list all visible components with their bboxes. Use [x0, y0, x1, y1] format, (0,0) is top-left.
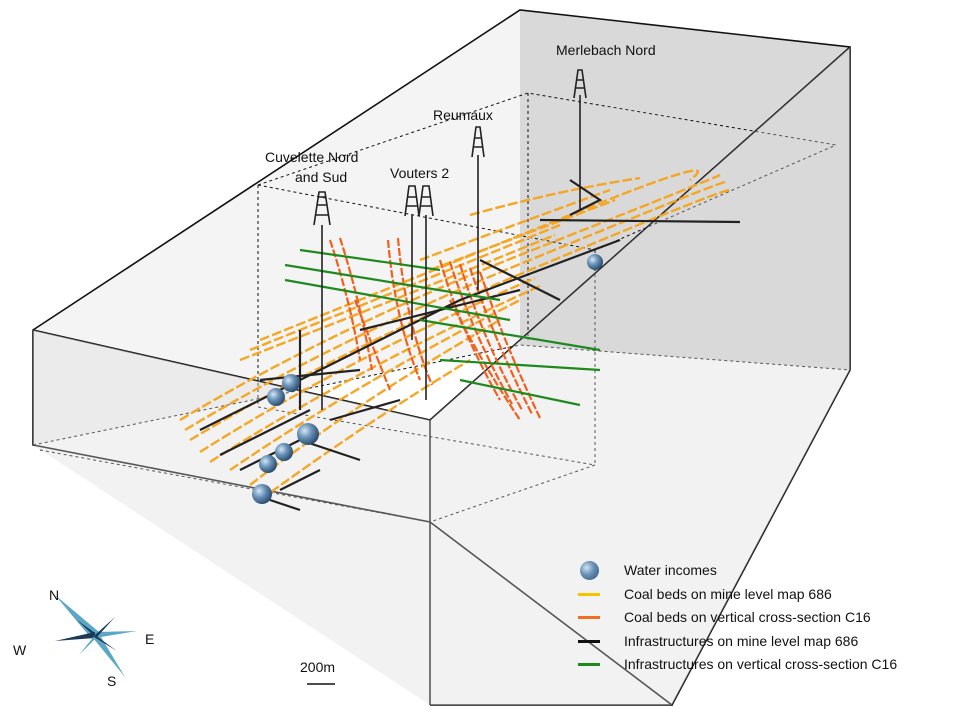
shafts: [321, 95, 581, 410]
headframe-vouters-2-icon: [418, 185, 434, 217]
box-right-face: [430, 47, 850, 705]
line-swatch-icon: [578, 592, 600, 596]
scale-bar-label: 200m: [300, 659, 335, 675]
legend-label: Coal beds on vertical cross-section C16: [624, 609, 871, 625]
compass-e: E: [145, 631, 154, 647]
legend-item-coal-section: Coal beds on vertical cross-section C16: [576, 607, 976, 631]
legend-label: Water incomes: [624, 562, 717, 578]
headframe-reumaux-icon: [471, 126, 485, 158]
headframe-cuvelette-icon: [313, 191, 331, 226]
legend-item-infra-level: Infrastructures on mine level map 686: [576, 631, 976, 655]
compass-n: N: [49, 587, 59, 603]
line-swatch-icon: [578, 616, 600, 619]
line-swatch-icon: [578, 663, 600, 666]
legend-item-infra-section: Infrastructures on vertical cross-sectio…: [576, 654, 976, 678]
box-outline: [32, 9, 851, 707]
water-income-icon: [580, 561, 599, 580]
compass-w: W: [13, 642, 27, 658]
legend-label: Coal beds on mine level map 686: [624, 585, 832, 602]
water-incomes: [252, 254, 603, 504]
water-income-marker: [275, 443, 293, 461]
legend-item-coal-level: Coal beds on mine level map 686: [576, 584, 976, 608]
water-income-marker: [259, 455, 277, 473]
water-income-marker: [297, 423, 319, 445]
headframe-vouters-1-icon: [404, 185, 420, 217]
legend-item-water-incomes: Water incomes: [576, 560, 976, 584]
label-vouters-2: Vouters 2: [390, 165, 449, 181]
legend: Water incomes Coal beds on mine level ma…: [576, 560, 976, 678]
water-income-marker: [282, 374, 300, 392]
label-merlebach-nord: Merlebach Nord: [556, 42, 656, 58]
legend-label: Infrastructures on mine level map 686: [624, 632, 859, 649]
water-income-marker: [587, 254, 603, 270]
line-swatch-icon: [578, 639, 600, 643]
water-income-marker: [267, 388, 285, 406]
legend-label: Infrastructures on vertical cross-sectio…: [624, 656, 898, 672]
label-reumaux: Reumaux: [433, 107, 493, 123]
label-cuvelette-line2: and Sud: [295, 169, 347, 185]
box-front-face: [33, 330, 430, 705]
label-cuvelette-line1: Cuvelette Nord: [265, 149, 358, 165]
compass-rose-icon: [55, 595, 137, 677]
headframe-merlebach-icon: [573, 69, 587, 99]
compass-s: S: [107, 673, 116, 689]
headframes: [313, 69, 587, 226]
water-income-marker: [252, 484, 272, 504]
